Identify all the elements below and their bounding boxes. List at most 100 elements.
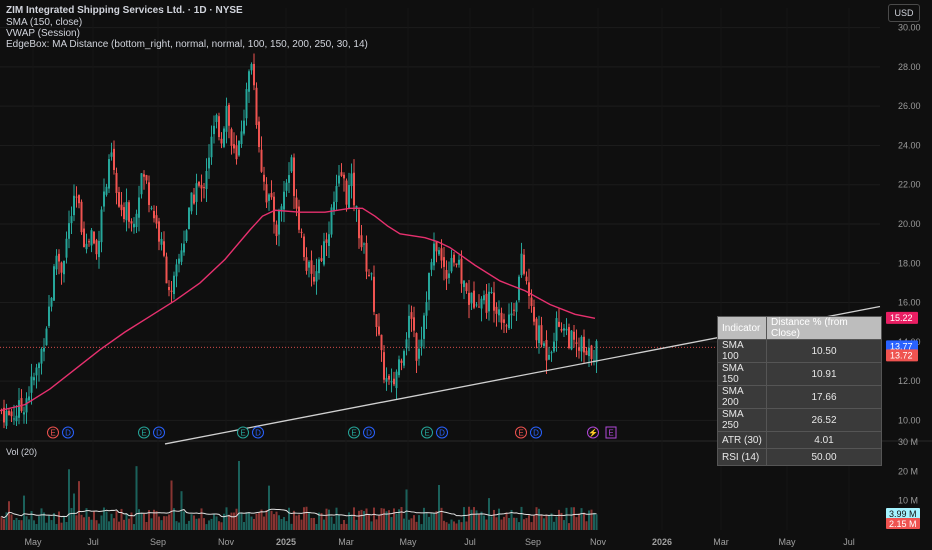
volume-bar <box>75 515 78 530</box>
event-marker: D <box>530 426 542 439</box>
edgebox-header-distance: Distance % (from Close) <box>766 316 882 340</box>
candle-body <box>535 318 538 341</box>
event-marker: D <box>363 426 375 439</box>
volume-bar <box>328 509 330 530</box>
volume-bar <box>115 511 118 530</box>
event-marker-circle <box>47 426 59 439</box>
candle-body <box>345 180 348 205</box>
volume-bar <box>453 521 455 530</box>
candle-body <box>70 216 73 224</box>
candle-body <box>280 206 283 211</box>
candle-body <box>208 157 210 169</box>
volume-bar <box>10 514 13 530</box>
candle-body <box>228 104 230 126</box>
candle-body <box>470 292 473 304</box>
indicator-edgebox-legend[interactable]: EdgeBox: MA Distance (bottom_right, norm… <box>6 39 368 50</box>
edgebox-header-indicator: Indicator <box>717 316 767 340</box>
candle-body <box>198 181 200 186</box>
volume-bar <box>448 523 450 530</box>
edgebox-indicator-name: ATR (30) <box>717 431 767 449</box>
candle-body <box>25 398 28 413</box>
candle-body <box>328 234 330 246</box>
volume-bar <box>103 507 105 530</box>
candle-body <box>180 250 183 262</box>
candle-body <box>373 276 375 312</box>
volume-bar <box>450 519 453 530</box>
volume-bar <box>543 518 545 530</box>
edgebox-indicator-value: 4.01 <box>766 431 882 449</box>
volume-bar <box>128 518 130 530</box>
candle-body <box>503 319 505 323</box>
volume-bar <box>525 518 528 530</box>
edgebox-row: SMA 100 10.50 <box>717 339 882 363</box>
candle-body <box>283 191 285 210</box>
currency-button[interactable]: USD <box>888 4 920 22</box>
candle-body <box>163 241 165 256</box>
candle-body <box>110 152 113 157</box>
candle-body <box>403 351 405 366</box>
time-tick-label: 2026 <box>652 537 672 547</box>
candle-body <box>183 243 185 253</box>
volume-bar <box>30 510 33 530</box>
volume-bar <box>535 507 538 530</box>
volume-bar <box>573 507 575 530</box>
time-tick-label: Jul <box>843 537 855 547</box>
candle-body <box>575 342 578 344</box>
candle-body <box>305 257 308 271</box>
volume-bar <box>383 508 385 530</box>
candle-body <box>468 292 470 305</box>
volume-bar <box>70 508 73 530</box>
volume-bar <box>478 513 480 530</box>
candle-body <box>460 258 463 284</box>
candle-body <box>465 283 468 292</box>
volume-bar <box>333 523 335 530</box>
volume-bar <box>130 512 133 530</box>
candle-body <box>130 221 133 224</box>
candle-body <box>270 193 273 198</box>
price-tick-label: 28.00 <box>898 62 921 72</box>
candle-body <box>558 321 560 327</box>
volume-bar <box>520 506 523 530</box>
candle-body <box>548 354 550 360</box>
candle-body <box>455 263 458 265</box>
candle-body <box>20 398 23 411</box>
event-marker-circle <box>62 426 74 439</box>
price-label-text: 15.22 <box>890 313 913 323</box>
volume-bar <box>158 516 160 530</box>
volume-bar <box>123 519 125 530</box>
indicator-sma-legend[interactable]: SMA (150, close) <box>6 17 83 28</box>
volume-label-text: 3.99 M <box>889 509 917 519</box>
candle-body <box>63 260 65 275</box>
volume-bar <box>183 511 185 530</box>
candle-body <box>303 236 305 257</box>
candle-body <box>333 201 335 211</box>
event-marker: E <box>605 426 617 439</box>
candle-body <box>330 207 333 235</box>
price-label-box <box>886 349 918 362</box>
chart-title: ZIM Integrated Shipping Services Ltd. · … <box>6 5 243 16</box>
candle-body <box>385 378 388 382</box>
indicator-vwap-legend[interactable]: VWAP (Session) <box>6 28 80 39</box>
candle-body <box>430 262 433 270</box>
candle-body <box>45 328 48 346</box>
candle-body <box>68 223 70 239</box>
candle-body <box>415 333 418 361</box>
candle-body <box>555 318 558 341</box>
volume-bar <box>43 512 45 530</box>
candle-body <box>53 266 55 301</box>
volume-legend[interactable]: Vol (20) <box>6 447 38 457</box>
volume-bar <box>513 517 515 530</box>
volume-bar <box>275 511 278 530</box>
candle-body <box>33 377 35 381</box>
candle-body <box>275 224 278 237</box>
candle-body <box>128 202 130 222</box>
event-marker: E <box>421 426 433 439</box>
candle-body <box>398 359 400 376</box>
volume-bar <box>510 509 513 530</box>
candle-body <box>135 213 138 228</box>
event-marker-box <box>605 426 617 439</box>
candle-body <box>23 412 25 415</box>
candle-body <box>278 210 280 235</box>
candle-body <box>13 418 15 420</box>
